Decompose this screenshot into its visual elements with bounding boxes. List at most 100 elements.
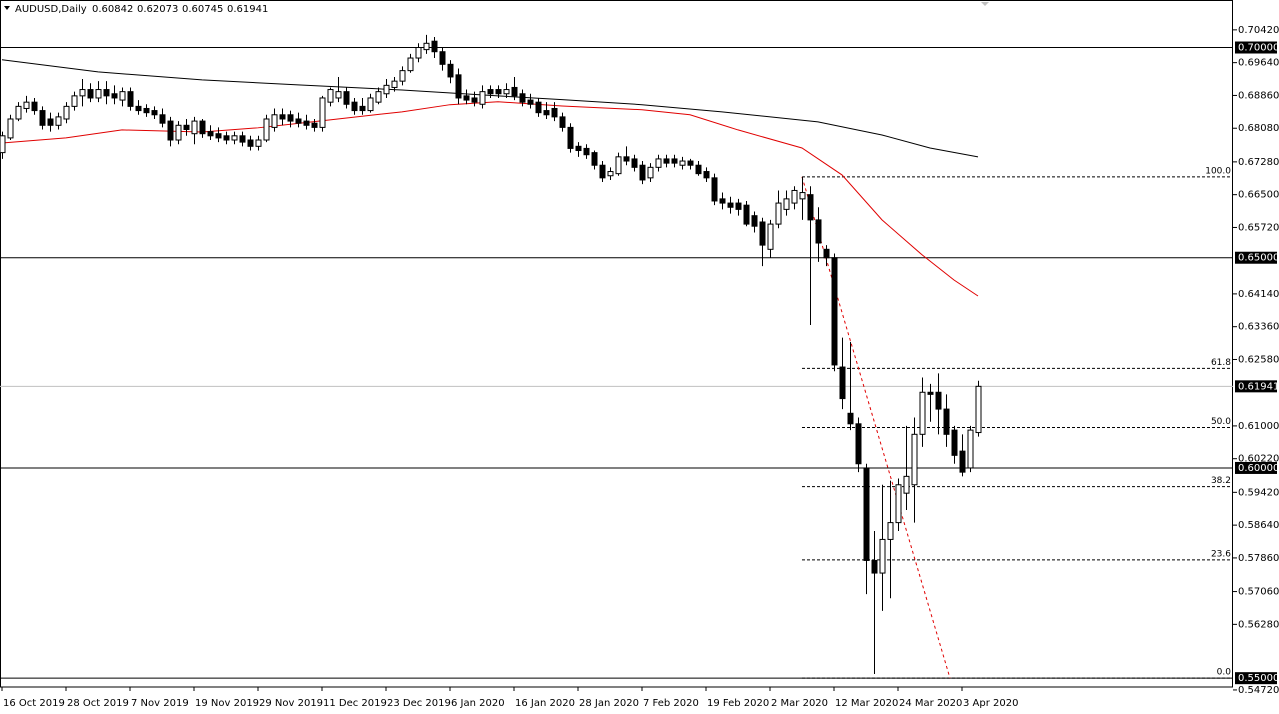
candle-body	[311, 122, 318, 128]
candle-body	[39, 110, 46, 126]
candle-body	[631, 158, 638, 168]
candle-body	[655, 158, 662, 168]
x-tick-label: 28 Jan 2020	[579, 698, 639, 709]
candle-body	[887, 522, 894, 540]
candle-body	[919, 391, 926, 435]
candle-body	[271, 114, 278, 128]
y-tick-label: 0.56280	[1238, 619, 1279, 630]
candle-body	[279, 114, 286, 120]
candle-body	[423, 42, 430, 51]
candle-body	[407, 57, 414, 72]
candle-body	[679, 160, 686, 166]
x-tick-label: 12 Mar 2020	[835, 698, 898, 709]
candle-body	[647, 166, 654, 179]
candle-body	[127, 91, 134, 107]
candle-body	[863, 467, 870, 561]
candle-body	[543, 110, 550, 116]
y-tick-label: 0.65720	[1238, 222, 1279, 233]
candle-body	[343, 91, 350, 105]
candle-body	[951, 429, 958, 456]
level-box	[1235, 251, 1277, 264]
fib-label: 61.8	[1211, 358, 1231, 368]
candle-body	[751, 215, 758, 227]
candle-body	[119, 91, 126, 101]
y-tick-label: 0.61000	[1238, 421, 1279, 432]
candle-body	[31, 101, 38, 112]
candle-body	[711, 177, 718, 202]
fib-label: 23.6	[1211, 549, 1231, 559]
candle-body	[295, 118, 302, 124]
candle-body	[567, 126, 574, 149]
candle-body	[775, 202, 782, 225]
candle-body	[303, 120, 310, 126]
candle-body	[735, 202, 742, 210]
candle-body	[487, 89, 494, 95]
candle-body	[479, 91, 486, 105]
candle-body	[431, 40, 438, 53]
candle-body	[167, 120, 174, 141]
candle-body	[183, 124, 190, 130]
candle-body	[335, 91, 342, 99]
candle-body	[927, 391, 934, 395]
candle-body	[143, 107, 150, 114]
fib-label: 38.2	[1211, 476, 1231, 486]
candle-body	[447, 63, 454, 78]
candle-body	[495, 89, 502, 95]
candle-body	[815, 219, 822, 244]
candle-body	[719, 198, 726, 204]
level-box-label: 0.65000	[1238, 253, 1279, 264]
y-tick-label: 0.63360	[1238, 322, 1279, 333]
x-tick-label: 7 Nov 2019	[131, 698, 189, 709]
candle-body	[375, 91, 382, 103]
candle-body	[703, 171, 710, 179]
candle-body	[0, 135, 6, 154]
candle-body	[503, 89, 510, 95]
candle-body	[159, 114, 166, 124]
candle-body	[583, 147, 590, 156]
candle-body	[7, 118, 14, 139]
candle-body	[599, 164, 606, 179]
candle-body	[215, 133, 222, 139]
x-tick-label: 28 Oct 2019	[67, 698, 129, 709]
candle-body	[855, 423, 862, 465]
candle-body	[471, 97, 478, 103]
candle-body	[359, 105, 366, 112]
ohlc-header: 0.60842 0.62073 0.60745 0.61941	[92, 4, 268, 15]
candle-body	[207, 131, 214, 137]
candle-body	[791, 189, 798, 204]
y-tick-label: 0.70420	[1238, 25, 1279, 36]
candle-body	[463, 95, 470, 101]
candle-body	[879, 538, 886, 574]
candle-body	[551, 107, 558, 118]
level-box-label: 0.55000	[1238, 673, 1279, 684]
candle-body	[783, 198, 790, 210]
candle-body	[639, 164, 646, 181]
candle-body	[199, 120, 206, 135]
shift-marker	[981, 2, 989, 6]
candle-body	[439, 51, 446, 65]
x-tick-label: 23 Dec 2019	[387, 698, 451, 709]
x-tick-label: 19 Feb 2020	[707, 698, 769, 709]
x-tick-label: 11 Dec 2019	[323, 698, 387, 709]
candle-body	[151, 110, 158, 116]
y-tick-label: 0.68860	[1238, 90, 1279, 101]
candle-body	[55, 116, 62, 126]
candle-body	[63, 105, 70, 120]
x-tick-label: 29 Nov 2019	[259, 698, 323, 709]
level-box	[1235, 672, 1277, 685]
x-tick-label: 19 Nov 2019	[195, 698, 259, 709]
x-tick-label: 16 Oct 2019	[3, 698, 65, 709]
candle-body	[847, 412, 854, 425]
candle-body	[943, 408, 950, 435]
candle-body	[759, 221, 766, 246]
candle-body	[687, 160, 694, 166]
x-tick-label: 7 Feb 2020	[643, 698, 699, 709]
candle-body	[175, 124, 182, 141]
candle-body	[871, 559, 878, 574]
fib-label: 100.0	[1205, 166, 1231, 176]
candle-body	[15, 105, 22, 120]
candle-body	[71, 95, 78, 107]
moving-average	[1, 59, 979, 158]
